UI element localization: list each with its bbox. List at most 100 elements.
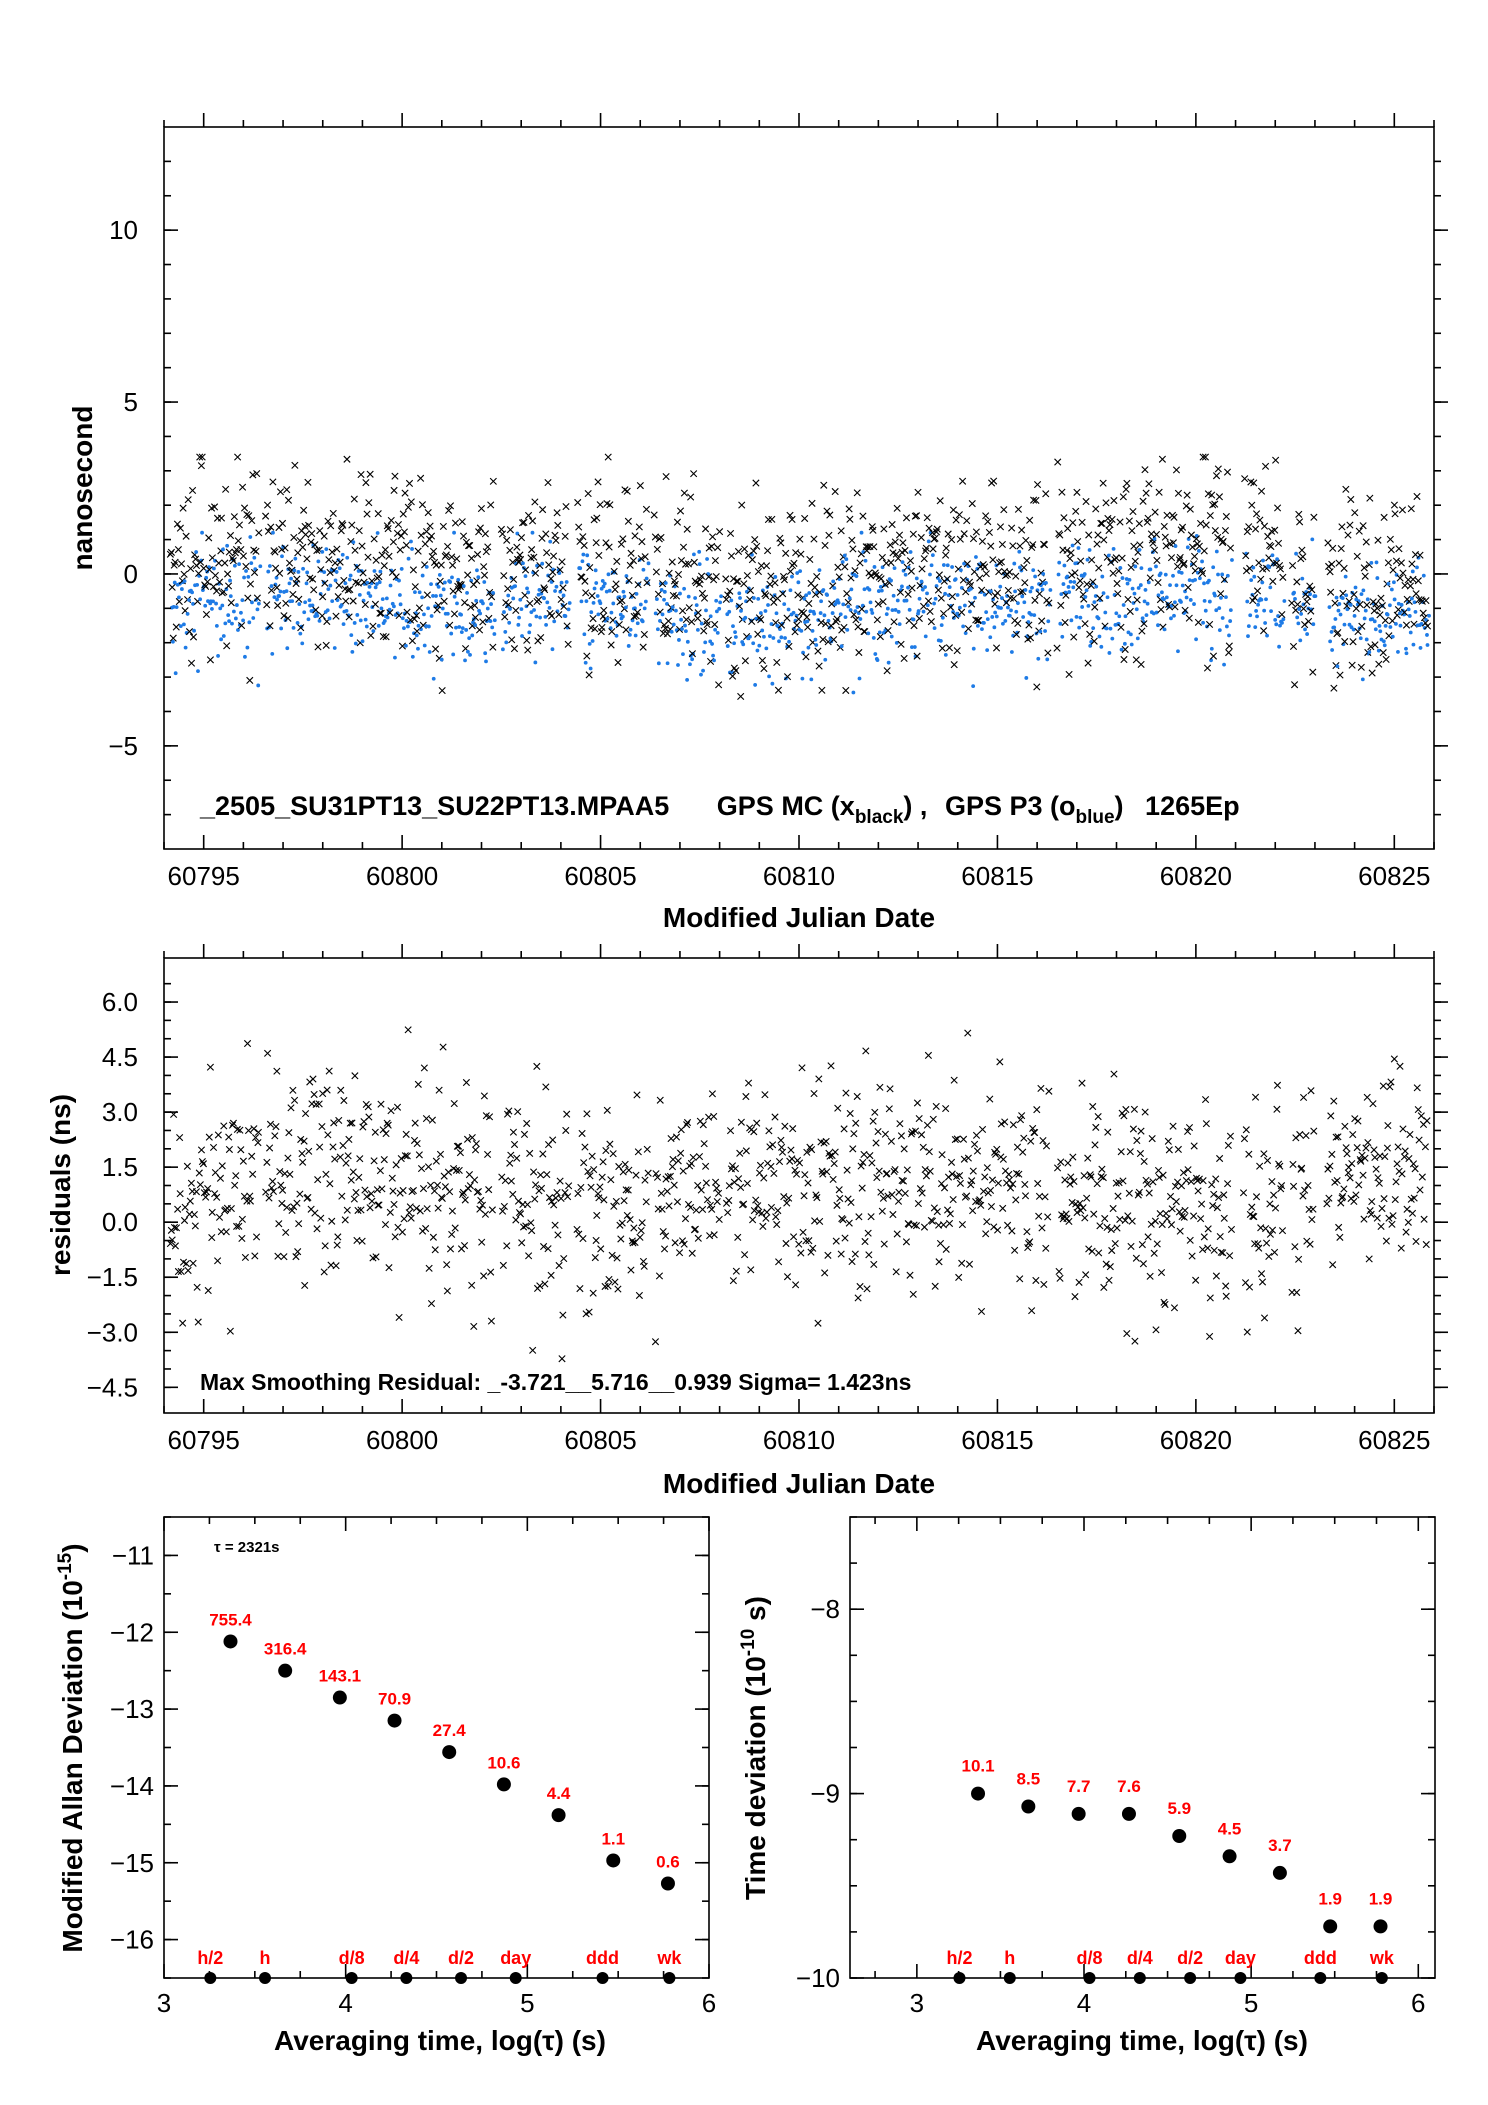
p3-point [287, 581, 292, 586]
mc-point [1260, 522, 1269, 530]
mc-point [1328, 560, 1336, 568]
p3-point [1202, 581, 1206, 586]
p3-point [325, 608, 330, 613]
p3-point [1184, 595, 1189, 600]
residual-point [1298, 1164, 1306, 1172]
p3-point [296, 570, 301, 574]
mc-point [1135, 520, 1143, 528]
p3-point [1280, 620, 1284, 625]
mdev-frame [163, 1516, 710, 1979]
residual-point [765, 1127, 773, 1135]
mc-point [506, 526, 514, 534]
residual-point [1293, 1288, 1301, 1297]
mc-point [942, 544, 950, 552]
residual-point [749, 1216, 757, 1224]
residual-point [916, 1185, 925, 1193]
mc-point [972, 616, 980, 624]
p3-point [404, 643, 408, 648]
p3-point [177, 595, 181, 600]
mc-point [888, 520, 896, 529]
residual-point [921, 1165, 929, 1174]
residual-point [1245, 1283, 1254, 1291]
mc-point [1419, 609, 1427, 617]
residual-point [480, 1092, 488, 1100]
p3-point [1044, 580, 1048, 585]
residual-point [1067, 1173, 1075, 1181]
residual-point [1301, 1186, 1309, 1194]
mc-point [1121, 645, 1129, 654]
p3-point [1094, 584, 1099, 589]
residual-point [1061, 1176, 1069, 1184]
mc-point [304, 521, 313, 529]
residual-point [171, 1242, 180, 1250]
p3-point [398, 602, 403, 607]
p3-point [291, 625, 296, 630]
residual-point [903, 1166, 911, 1174]
p3-point [896, 609, 901, 614]
p3-point [714, 598, 719, 603]
p3-point [623, 605, 628, 610]
mc-point [881, 580, 889, 589]
mc-point [891, 538, 899, 546]
residual-point [799, 1228, 807, 1236]
mdev-ylabel: Modified Allan Deviation (10-15) [55, 1543, 88, 1952]
mc-point [245, 512, 253, 520]
p3-point [741, 642, 746, 647]
mc-point [357, 470, 365, 479]
p3-point [634, 591, 639, 596]
mc-point [768, 515, 776, 523]
mc-point [415, 604, 424, 612]
p3-point [1154, 564, 1158, 569]
p3-point [1162, 597, 1166, 602]
p3-point [777, 639, 781, 644]
residual-point [742, 1092, 750, 1101]
mc-point [931, 534, 939, 542]
residual-point [1378, 1204, 1386, 1213]
mc-point [619, 535, 627, 543]
p3-point [1389, 587, 1394, 592]
residual-point [714, 1189, 723, 1197]
p3-point [1144, 613, 1149, 618]
residual-point [683, 1118, 692, 1127]
residual-point [1144, 1233, 1152, 1241]
mc-point [949, 506, 957, 514]
mc-point [271, 564, 280, 572]
p3-point [1106, 553, 1111, 558]
residual-point [300, 1137, 308, 1145]
p3-point [1415, 565, 1419, 570]
residual-point [624, 1186, 632, 1194]
residual-point [209, 1143, 218, 1152]
p3-point [969, 586, 973, 591]
mc-point [366, 470, 374, 478]
residual-point [1385, 1214, 1393, 1222]
residual-point [1348, 1159, 1356, 1168]
p3-point [862, 587, 867, 592]
p3-point [1336, 608, 1341, 613]
residual-point [926, 1167, 934, 1175]
mc-point [828, 600, 836, 608]
p3-point [1007, 613, 1012, 618]
mc-point [250, 568, 259, 577]
mc-point [1199, 453, 1207, 461]
p3-point [285, 646, 290, 651]
residual-point [456, 1149, 464, 1157]
p3-point [374, 582, 379, 586]
residual-point [861, 1237, 869, 1246]
deviation-point [606, 1853, 621, 1868]
mc-point [402, 541, 410, 549]
mc-point [1220, 575, 1229, 584]
residual-point [659, 1228, 667, 1236]
residual-point [643, 1145, 651, 1153]
residual-point [1403, 1205, 1411, 1213]
deviation-value-label: 755.4 [209, 1610, 252, 1629]
deviation-point [1323, 1919, 1338, 1934]
residual-point [1125, 1189, 1133, 1197]
p3-point [1186, 537, 1191, 541]
mc-point [1104, 514, 1112, 523]
p3-point [727, 609, 732, 614]
residual-point [585, 1308, 593, 1316]
mc-point [169, 634, 177, 642]
residual-point [197, 1146, 206, 1154]
mc-point [887, 559, 895, 567]
residual-point [573, 1225, 581, 1233]
